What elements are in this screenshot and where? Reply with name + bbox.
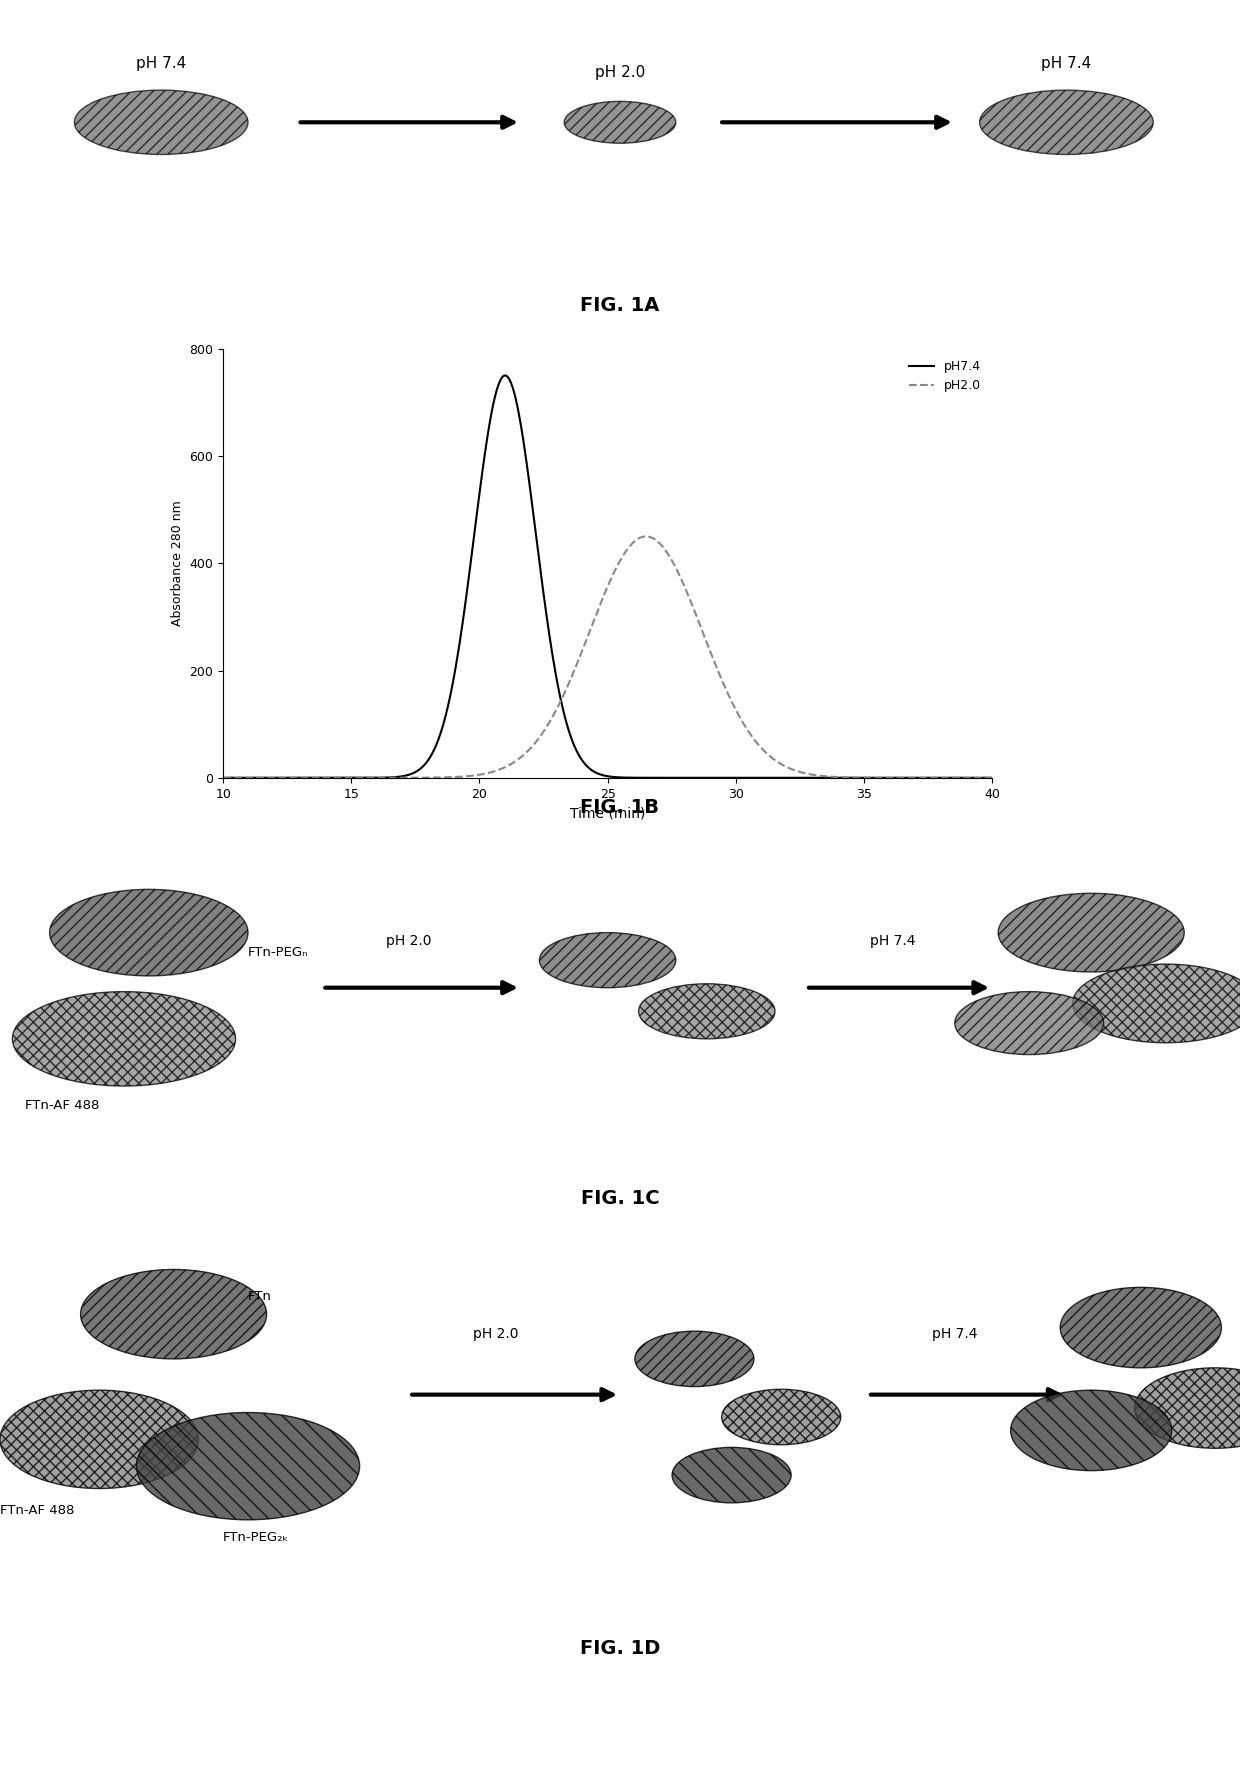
pH2.0 [985, 767, 999, 789]
Ellipse shape [635, 1330, 754, 1387]
pH7.4 [816, 767, 831, 789]
pH2.0 [816, 765, 831, 787]
Ellipse shape [672, 1448, 791, 1502]
Ellipse shape [998, 894, 1184, 973]
Ellipse shape [1073, 964, 1240, 1042]
pH2.0 [639, 526, 653, 547]
pH7.4 [497, 365, 512, 386]
Ellipse shape [1135, 1368, 1240, 1448]
Ellipse shape [136, 1413, 360, 1520]
Ellipse shape [1060, 1287, 1221, 1368]
Ellipse shape [639, 983, 775, 1039]
pH2.0 [830, 767, 844, 789]
Legend: pH7.4, pH2.0: pH7.4, pH2.0 [904, 354, 986, 397]
pH7.4 [294, 767, 309, 789]
Text: pH 2.0: pH 2.0 [595, 66, 645, 80]
Text: pH 7.4: pH 7.4 [870, 935, 915, 948]
Line: pH7.4: pH7.4 [223, 375, 992, 778]
pH7.4 [985, 767, 999, 789]
Text: pH 2.0: pH 2.0 [474, 1327, 518, 1341]
Text: FIG. 1B: FIG. 1B [580, 799, 660, 817]
Ellipse shape [0, 1391, 198, 1488]
Ellipse shape [81, 1269, 267, 1359]
Text: FTn-PEGₙ: FTn-PEGₙ [248, 946, 309, 958]
Text: pH 7.4: pH 7.4 [136, 55, 186, 72]
pH7.4 [830, 767, 844, 789]
Text: pH 7.4: pH 7.4 [932, 1327, 977, 1341]
Ellipse shape [539, 933, 676, 987]
X-axis label: Time (min): Time (min) [570, 806, 645, 821]
pH7.4 [556, 697, 570, 719]
Ellipse shape [74, 89, 248, 154]
Text: FTn-AF 488: FTn-AF 488 [25, 1100, 99, 1112]
Text: pH 7.4: pH 7.4 [1042, 55, 1091, 72]
Text: FTn-AF 488: FTn-AF 488 [0, 1504, 74, 1518]
Text: FIG. 1A: FIG. 1A [580, 297, 660, 315]
pH2.0 [527, 733, 542, 755]
Line: pH2.0: pH2.0 [223, 536, 992, 778]
Text: FTn: FTn [248, 1289, 272, 1303]
pH7.4 [216, 767, 231, 789]
Ellipse shape [50, 889, 248, 976]
Ellipse shape [955, 992, 1104, 1055]
Ellipse shape [564, 102, 676, 143]
pH7.4 [744, 767, 759, 789]
pH2.0 [294, 767, 309, 789]
Text: FIG. 1C: FIG. 1C [580, 1189, 660, 1209]
Ellipse shape [722, 1389, 841, 1445]
pH7.4 [527, 515, 542, 536]
Y-axis label: Absorbance 280 nm: Absorbance 280 nm [171, 501, 184, 626]
Text: pH 2.0: pH 2.0 [387, 935, 432, 948]
Ellipse shape [980, 89, 1153, 154]
Text: FIG. 1D: FIG. 1D [580, 1640, 660, 1659]
pH2.0 [216, 767, 231, 789]
pH2.0 [554, 688, 569, 710]
Text: FTn-PEG₂ₖ: FTn-PEG₂ₖ [223, 1531, 289, 1545]
Ellipse shape [12, 992, 236, 1085]
pH2.0 [744, 726, 759, 747]
Ellipse shape [1011, 1391, 1172, 1470]
